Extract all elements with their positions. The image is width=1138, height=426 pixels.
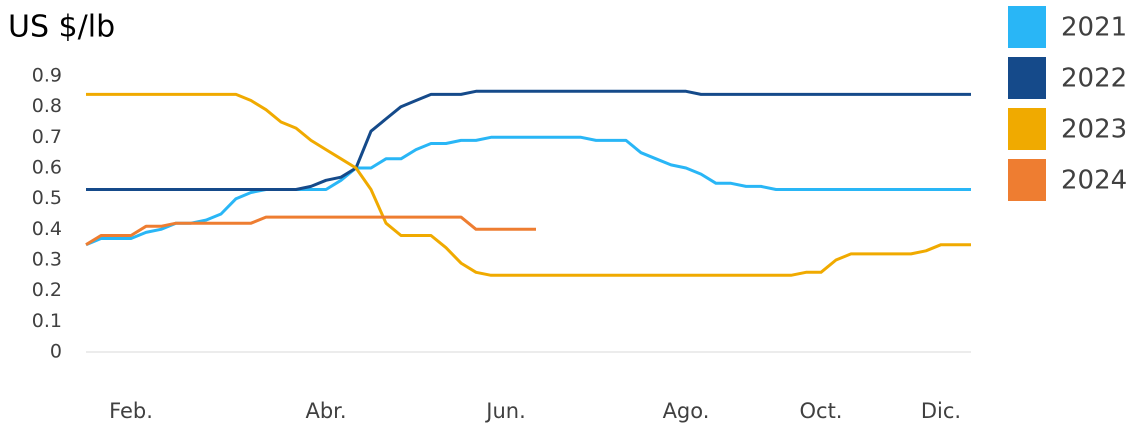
x-tick-label: Abr. bbox=[305, 399, 346, 423]
y-tick-label: 0.8 bbox=[32, 95, 62, 117]
series-line bbox=[86, 92, 971, 277]
legend-swatch bbox=[1008, 6, 1046, 48]
y-tick-label: 0.6 bbox=[32, 157, 62, 179]
y-tick-label: 0.7 bbox=[32, 126, 62, 148]
chart-title: US $/lb bbox=[8, 10, 115, 45]
series-line bbox=[85, 135, 971, 247]
legend-label: 2023 bbox=[1061, 115, 1127, 145]
legend-label: 2024 bbox=[1061, 166, 1127, 196]
series-line bbox=[85, 215, 536, 246]
y-tick-label: 0 bbox=[50, 341, 62, 363]
legend-swatch bbox=[1008, 108, 1046, 150]
x-tick-label: Feb. bbox=[109, 399, 153, 423]
y-tick-label: 0.4 bbox=[32, 218, 62, 240]
x-tick-label: Jun. bbox=[484, 399, 526, 423]
series-line bbox=[86, 89, 971, 191]
legend-label: 2021 bbox=[1061, 13, 1127, 43]
y-tick-label: 0.3 bbox=[32, 249, 62, 271]
y-tick-label: 0.2 bbox=[32, 279, 62, 301]
x-tick-label: Ago. bbox=[663, 399, 710, 423]
y-tick-label: 0.9 bbox=[32, 65, 62, 87]
y-tick-label: 0.1 bbox=[32, 310, 62, 332]
y-tick-label: 0.5 bbox=[32, 187, 62, 209]
x-tick-label: Oct. bbox=[800, 399, 843, 423]
x-tick-label: Dic. bbox=[921, 399, 961, 423]
legend-swatch bbox=[1008, 159, 1046, 201]
legend-label: 2022 bbox=[1061, 64, 1127, 94]
legend-swatch bbox=[1008, 57, 1046, 99]
